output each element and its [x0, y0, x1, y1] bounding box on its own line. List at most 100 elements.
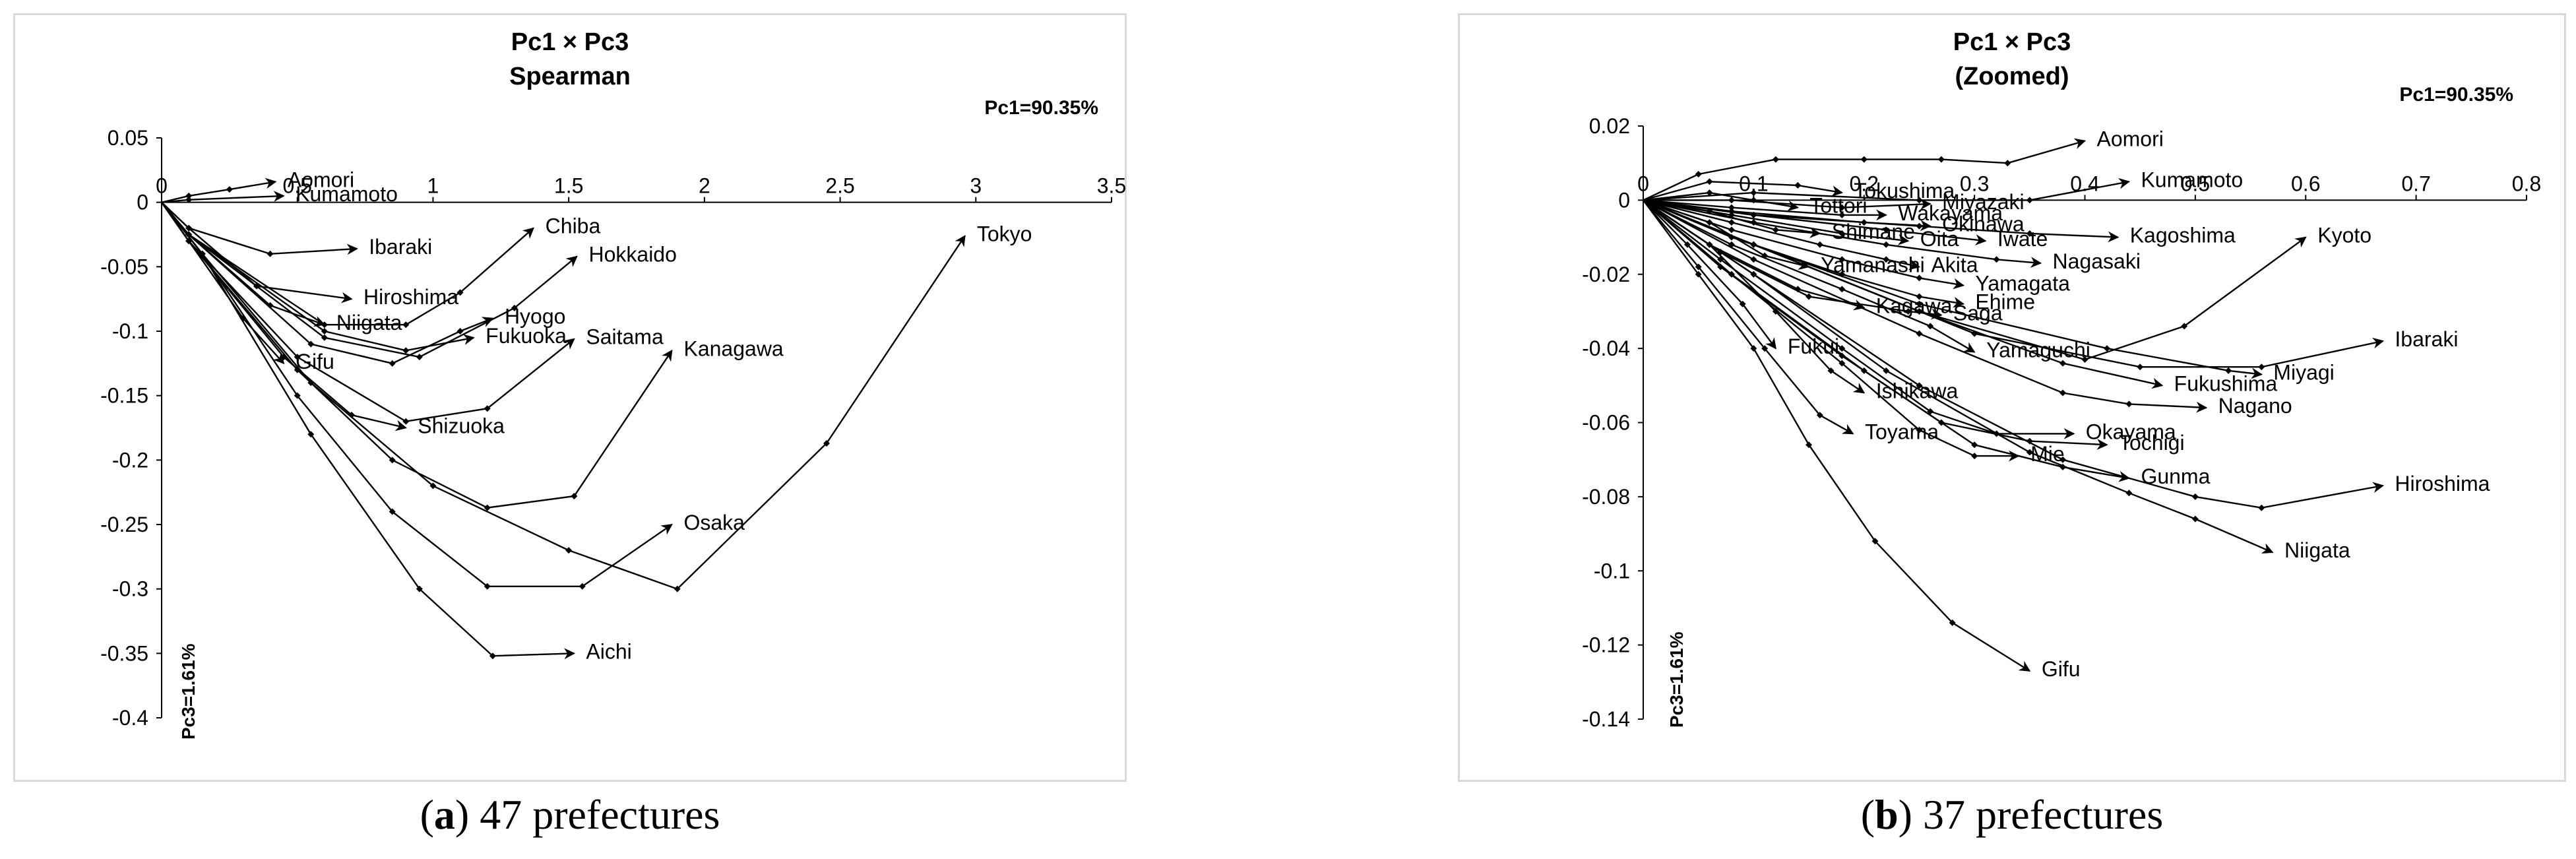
data-point: [484, 583, 491, 590]
y-tick-label: -0.1: [112, 319, 148, 343]
data-point: [416, 354, 423, 361]
series-label: Akita: [1931, 253, 1978, 277]
data-point: [1838, 204, 1846, 211]
x-tick-label: 2.5: [825, 174, 854, 198]
series-line-chiba: [161, 201, 534, 326]
series-line-ibaraki: [161, 201, 358, 255]
data-point: [1750, 270, 1757, 278]
data-point: [1772, 307, 1779, 315]
series-label: Oita: [1920, 227, 1959, 251]
series-line-toyama: [1643, 199, 1854, 435]
series-label: Tokushima: [1854, 179, 1955, 203]
x-tick-label: 0.8: [2512, 172, 2541, 195]
data-point: [1816, 241, 1823, 248]
data-point: [267, 250, 274, 257]
x-tick-label: 2: [699, 174, 710, 198]
series-label: Kyoto: [2317, 224, 2372, 247]
data-point: [1728, 211, 1735, 218]
series-line-nagano: [1643, 199, 2208, 413]
data-point: [2258, 504, 2265, 511]
data-point: [1871, 538, 1879, 545]
data-point: [389, 360, 396, 367]
data-point: [1772, 156, 1779, 163]
data-point: [1838, 211, 1846, 218]
x-tick-label: 0.5: [282, 174, 311, 198]
series-label: Kumamoto: [2141, 168, 2243, 191]
series-label: Ehime: [1975, 290, 2035, 314]
series-label: Aomori: [2097, 127, 2164, 150]
data-point: [571, 493, 578, 500]
series-line-hyogo: [161, 201, 494, 365]
data-point: [185, 196, 193, 203]
data-point: [1806, 293, 1813, 300]
data-point: [429, 482, 437, 490]
x-tick-label: 0.2: [1850, 172, 1879, 195]
data-point: [1883, 256, 1890, 263]
data-point: [1806, 441, 1813, 449]
x-tick-label: 0.3: [1960, 172, 1989, 195]
data-point: [1883, 367, 1890, 374]
data-point: [1794, 181, 1802, 189]
data-point: [2059, 360, 2067, 367]
chart-subtitle: Spearman: [509, 63, 631, 90]
data-point: [1761, 345, 1769, 352]
data-point: [185, 192, 193, 199]
data-point: [1883, 241, 1890, 248]
data-point: [2125, 400, 2133, 408]
x-tick-label: 0.6: [2291, 172, 2320, 195]
data-point: [456, 289, 464, 296]
series-label: Niigata: [336, 311, 402, 334]
data-point: [267, 302, 274, 309]
data-point: [2059, 463, 2067, 470]
data-point: [489, 652, 496, 660]
series-line-ibaraki: [1643, 199, 2385, 368]
series-label: Wakayama: [1898, 201, 2003, 225]
data-point: [1971, 330, 1978, 337]
data-point: [2181, 323, 2188, 330]
data-point: [484, 405, 491, 412]
y-tick-label: 0.02: [1589, 114, 1630, 138]
data-point: [1927, 323, 1934, 330]
series-label: Ibaraki: [2395, 327, 2458, 351]
data-point: [1916, 426, 1923, 433]
data-point: [1838, 286, 1846, 293]
data-point: [511, 304, 518, 311]
data-point: [2059, 456, 2067, 463]
x-tick-label: 0.5: [2181, 172, 2210, 195]
y-tick-label: -0.35: [100, 641, 148, 665]
caption-b: (b) 37 prefectures: [1860, 791, 2164, 838]
series-label: Kagoshima: [2130, 224, 2236, 247]
data-point: [1916, 293, 1923, 300]
data-point: [307, 431, 315, 438]
series-label: Hiroshima: [2395, 472, 2490, 495]
data-point: [1772, 226, 1779, 234]
data-point: [823, 439, 830, 447]
data-point: [389, 457, 396, 464]
series-label: Aichi: [586, 639, 631, 663]
data-point: [185, 224, 193, 232]
data-point: [2081, 356, 2089, 363]
data-point: [1728, 226, 1735, 234]
x-tick-label: 3.5: [1097, 174, 1126, 198]
data-point: [1971, 441, 1978, 449]
data-point: [389, 508, 396, 515]
corner-note: Pc1=90.35%: [2399, 84, 2513, 106]
series-line-miyazaki: [1643, 199, 1932, 210]
chart-panel-a: Pc1 × Pc3 Spearman 0 0.5 1 1.5 2 2.5 3 3.5 0.05 0…: [13, 13, 1127, 782]
data-point: [1717, 256, 1724, 263]
y-axis-title: Pc3=1.61%: [178, 643, 199, 740]
series-label: Nagano: [2218, 394, 2292, 418]
data-point: [2026, 449, 2033, 456]
data-point: [1728, 219, 1735, 226]
series-label: Niigata: [2284, 538, 2350, 562]
series-line-tokyo: [161, 201, 966, 590]
series-line-gunma: [1643, 199, 2131, 482]
y-tick-label: -0.12: [1582, 633, 1630, 657]
series-line-aomori: [161, 177, 277, 203]
x-tick-label: 0.7: [2401, 172, 2430, 195]
series-label: Chiba: [546, 214, 601, 238]
data-point: [226, 186, 233, 193]
data-point: [348, 411, 355, 418]
chart-panel-b: Pc1 × Pc3 (Zoomed) 0 0.1 0.2 0.3 0.4 0.5 0.6 0.…: [1458, 13, 2566, 782]
series-label: Tokyo: [977, 222, 1032, 245]
